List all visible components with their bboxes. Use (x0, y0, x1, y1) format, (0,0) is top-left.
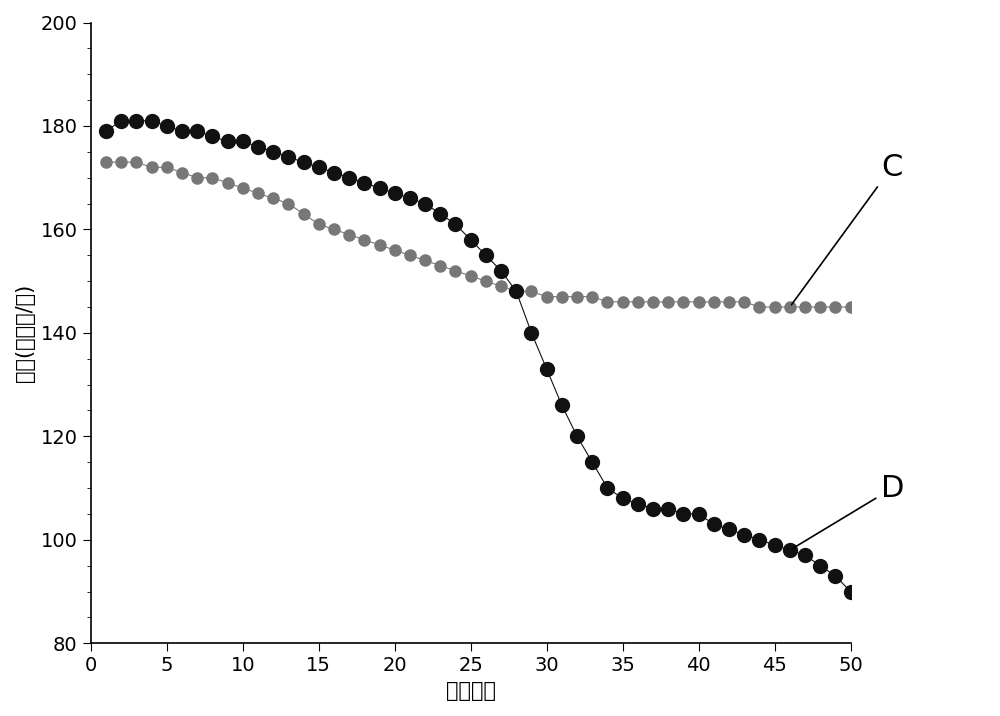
Y-axis label: 容量(毫安时/克): 容量(毫安时/克) (15, 284, 35, 382)
Text: C: C (791, 153, 902, 305)
X-axis label: 循环次数: 循环次数 (446, 681, 496, 701)
Text: D: D (792, 473, 904, 548)
